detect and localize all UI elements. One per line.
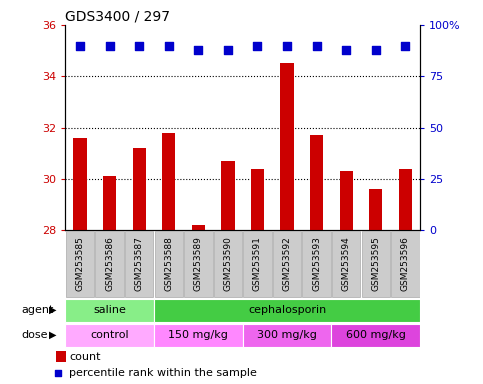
FancyBboxPatch shape: [66, 231, 94, 297]
FancyBboxPatch shape: [154, 324, 242, 346]
Bar: [56, 351, 66, 362]
Bar: [281, 63, 294, 230]
FancyBboxPatch shape: [155, 231, 183, 297]
FancyBboxPatch shape: [331, 324, 420, 346]
Text: control: control: [90, 330, 129, 340]
Point: [106, 43, 114, 49]
FancyBboxPatch shape: [391, 231, 420, 297]
FancyBboxPatch shape: [184, 231, 213, 297]
Bar: [340, 171, 353, 230]
Text: 150 mg/kg: 150 mg/kg: [169, 330, 228, 340]
Text: GSM253595: GSM253595: [371, 236, 380, 291]
FancyBboxPatch shape: [332, 231, 360, 297]
Text: saline: saline: [93, 305, 126, 315]
Point: [401, 43, 409, 49]
Text: ▶: ▶: [49, 305, 57, 315]
Bar: [369, 189, 383, 230]
Text: GSM253592: GSM253592: [283, 236, 292, 291]
Text: GSM253596: GSM253596: [401, 236, 410, 291]
Text: GSM253585: GSM253585: [75, 236, 85, 291]
FancyBboxPatch shape: [242, 324, 331, 346]
Point: [342, 46, 350, 53]
Point: [54, 370, 62, 376]
Text: agent: agent: [22, 305, 54, 315]
Text: 600 mg/kg: 600 mg/kg: [346, 330, 406, 340]
FancyBboxPatch shape: [125, 231, 154, 297]
Point: [224, 46, 232, 53]
Bar: [221, 161, 235, 230]
Bar: [310, 136, 323, 230]
FancyBboxPatch shape: [302, 231, 331, 297]
Bar: [192, 225, 205, 230]
Point: [313, 43, 321, 49]
FancyBboxPatch shape: [273, 231, 301, 297]
Text: GSM253590: GSM253590: [224, 236, 232, 291]
Text: GSM253587: GSM253587: [135, 236, 143, 291]
Point: [372, 46, 380, 53]
Text: GSM253586: GSM253586: [105, 236, 114, 291]
Text: cephalosporin: cephalosporin: [248, 305, 326, 315]
FancyBboxPatch shape: [95, 231, 124, 297]
Text: count: count: [70, 352, 101, 362]
Text: GSM253593: GSM253593: [312, 236, 321, 291]
Point: [76, 43, 84, 49]
Bar: [103, 177, 116, 230]
Bar: [251, 169, 264, 230]
FancyBboxPatch shape: [243, 231, 272, 297]
Text: GSM253594: GSM253594: [342, 236, 351, 291]
FancyBboxPatch shape: [65, 299, 154, 321]
Text: percentile rank within the sample: percentile rank within the sample: [70, 368, 257, 378]
Point: [165, 43, 172, 49]
FancyBboxPatch shape: [362, 231, 390, 297]
Text: 300 mg/kg: 300 mg/kg: [257, 330, 317, 340]
Bar: [73, 138, 86, 230]
Text: GSM253588: GSM253588: [164, 236, 173, 291]
Point: [195, 46, 202, 53]
Text: dose: dose: [22, 330, 48, 340]
Point: [283, 43, 291, 49]
Bar: [162, 133, 175, 230]
Bar: [132, 148, 146, 230]
FancyBboxPatch shape: [213, 231, 242, 297]
Text: GSM253589: GSM253589: [194, 236, 203, 291]
Bar: [399, 169, 412, 230]
Point: [254, 43, 261, 49]
Text: ▶: ▶: [49, 330, 57, 340]
Text: GSM253591: GSM253591: [253, 236, 262, 291]
FancyBboxPatch shape: [65, 324, 154, 346]
Point: [135, 43, 143, 49]
Text: GDS3400 / 297: GDS3400 / 297: [65, 10, 170, 24]
FancyBboxPatch shape: [154, 299, 420, 321]
